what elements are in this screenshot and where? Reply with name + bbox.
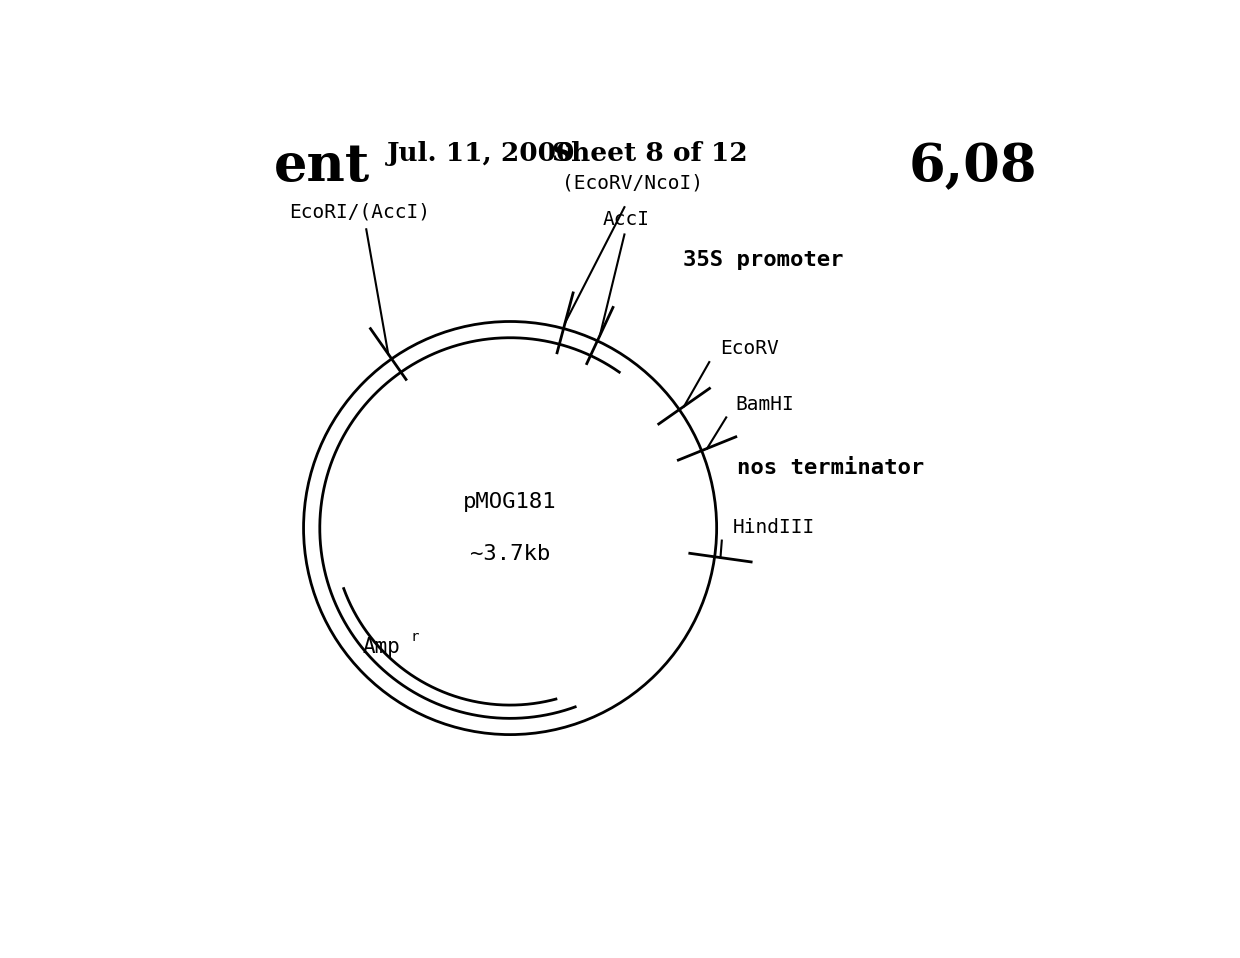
Text: (EcoRV/NcoI): (EcoRV/NcoI)	[562, 173, 703, 193]
Text: Sheet 8 of 12: Sheet 8 of 12	[553, 141, 748, 166]
Text: nos terminator: nos terminator	[738, 458, 925, 478]
Text: Amp: Amp	[362, 637, 401, 657]
Text: 6,08: 6,08	[909, 141, 1037, 192]
Text: BamHI: BamHI	[735, 396, 794, 415]
Text: r: r	[410, 629, 419, 644]
Text: HindIII: HindIII	[733, 518, 815, 536]
Text: ~3.7kb: ~3.7kb	[470, 544, 551, 564]
Text: Jul. 11, 2000: Jul. 11, 2000	[387, 141, 575, 166]
Text: 35S promoter: 35S promoter	[683, 250, 844, 270]
Text: AccI: AccI	[603, 211, 650, 229]
Text: EcoRV: EcoRV	[720, 339, 779, 358]
Text: pMOG181: pMOG181	[464, 492, 557, 513]
Text: ent: ent	[274, 141, 371, 192]
Text: EcoRI/(AccI): EcoRI/(AccI)	[289, 203, 430, 222]
